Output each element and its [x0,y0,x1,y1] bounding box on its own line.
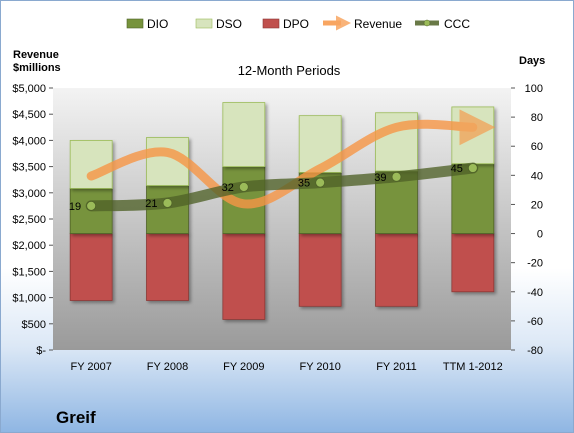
legend-label-dpo: DPO [283,17,309,31]
left-tick-label-8: $4,000 [12,135,46,147]
legend: DIO DSO DPO Revenue CCC [126,15,470,31]
ccc-point-5 [467,163,478,173]
right-axis-title: Days [519,55,545,67]
ccc-data-label-4: 39 [374,172,386,184]
category-label-0: FY 2007 [70,361,111,373]
bar-dpo-3 [298,233,342,307]
right-tick-label-9: 100 [525,83,543,95]
ccc-data-label-3: 35 [298,178,310,190]
legend-swatch-dso [195,18,213,29]
category-label-5: TTM 1-2012 [443,361,503,373]
right-tick-label-1: -60 [527,316,543,328]
company-name: Greif [56,408,96,427]
legend-label-dso: DSO [216,17,242,31]
legend-marker-ccc [423,19,431,27]
category-label-1: FY 2008 [147,361,188,373]
right-tick-label-6: 40 [531,170,543,182]
ccc-data-label-2: 32 [222,182,234,194]
left-tick-label-10: $5,000 [12,83,46,95]
right-tick-label-8: 80 [531,112,543,124]
left-tick-label-6: $3,000 [12,188,46,200]
bar-dpo-2 [222,233,266,320]
right-tick-label-4: 0 [537,229,543,241]
ccc-point-0 [86,200,97,211]
legend-label-dio: DIO [147,17,168,31]
bar-dpo-0 [69,233,113,301]
bar-dso-0 [69,139,113,189]
legend-swatch-dio [126,18,144,29]
category-label-4: FY 2011 [376,361,417,373]
left-tick-label-1: $500 [22,319,46,331]
left-axis-title-line1: Revenue [13,49,59,61]
left-tick-label-3: $1,500 [12,266,46,278]
right-tick-label-5: 20 [531,199,543,211]
bar-dio-5 [451,163,495,234]
ccc-point-1 [162,198,173,208]
right-tick-label-3: -20 [527,258,543,270]
bar-dso-2 [222,102,266,167]
left-axis-title-line2: $millions [13,62,61,74]
legend-swatch-dpo [262,18,280,29]
category-label-2: FY 2009 [223,361,264,373]
right-tick-label-0: -80 [527,345,543,357]
ccc-point-2 [238,182,249,192]
chart-title: 12-Month Periods [238,63,341,78]
bar-dpo-5 [451,233,495,293]
legend-label-revenue: Revenue [354,17,402,31]
left-tick-label-0: $- [36,345,46,357]
right-tick-label-2: -40 [527,287,543,299]
left-tick-label-4: $2,000 [12,240,46,252]
left-tick-label-2: $1,000 [12,293,46,305]
ccc-data-label-0: 19 [69,201,81,213]
ccc-point-4 [391,171,402,182]
left-tick-label-5: $2,500 [12,214,46,226]
right-tick-label-7: 60 [531,141,543,153]
plot-area [53,88,511,350]
bar-dso-5 [451,106,495,165]
ccc-data-label-5: 45 [451,163,463,175]
left-tick-label-9: $4,500 [12,109,46,121]
ccc-point-3 [315,177,326,188]
ccc-line [85,162,479,212]
bar-dpo-4 [375,233,418,307]
legend-label-ccc: CCC [444,17,470,31]
revenue-line [86,109,496,209]
category-label-3: FY 2010 [299,361,340,373]
bar-dpo-1 [146,233,189,301]
ccc-data-label-1: 21 [145,198,157,210]
left-tick-label-7: $3,500 [12,162,46,174]
